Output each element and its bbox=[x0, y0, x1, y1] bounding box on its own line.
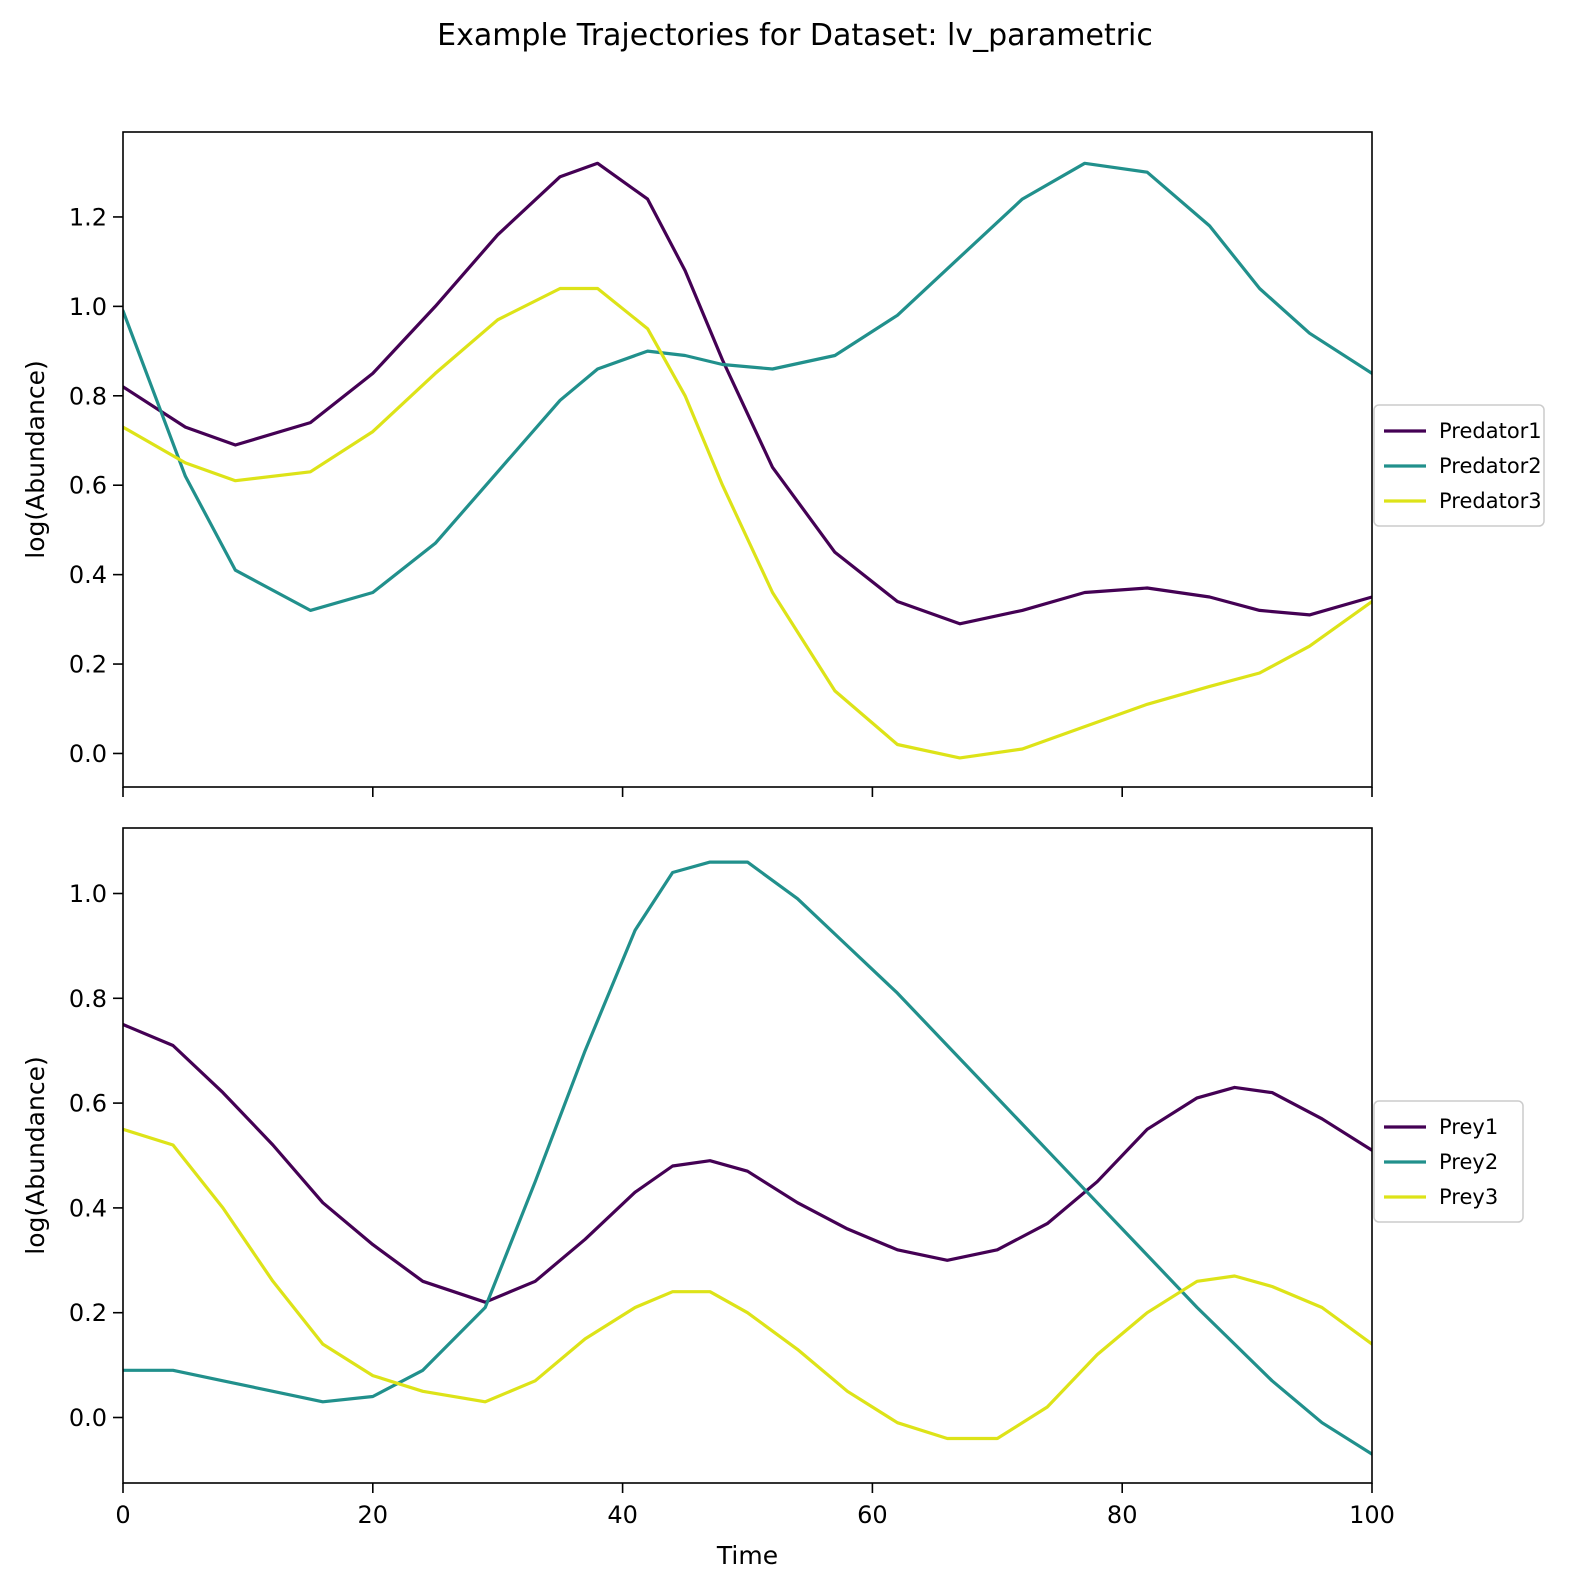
legend: Predator1 Predator2 Predator3 bbox=[1373, 404, 1545, 527]
y-tick-label: 0.8 bbox=[69, 985, 107, 1013]
x-tick-label: 100 bbox=[1349, 1501, 1395, 1529]
axes-frame bbox=[122, 827, 1373, 1484]
figure-title: Example Trajectories for Dataset: lv_par… bbox=[437, 18, 1153, 53]
x-tick-label: 20 bbox=[358, 1501, 389, 1529]
series-line-prey1 bbox=[123, 1022, 1372, 1304]
series-line-predator1 bbox=[123, 161, 1372, 626]
x-tick-label: 0 bbox=[115, 1501, 130, 1529]
y-tick-label: 0.8 bbox=[69, 382, 107, 410]
y-tick-label: 0.4 bbox=[69, 1194, 107, 1222]
legend-entry: Predator1 bbox=[1439, 419, 1542, 443]
legend: Prey1 Prey2 Prey3 bbox=[1373, 1100, 1524, 1223]
legend-entry: Prey3 bbox=[1439, 1185, 1498, 1209]
y-tick-label: 0.6 bbox=[69, 1090, 107, 1118]
subplot-1: 0.0 0.2 0.4 0.6 0.8 1.0 1.2 log(Abundance) Preda… bbox=[21, 131, 1545, 797]
legend-entry: Prey1 bbox=[1439, 1115, 1498, 1139]
y-tick-label: 1.0 bbox=[69, 293, 107, 321]
axes-frame bbox=[122, 131, 1373, 788]
y-tick-label: 0.0 bbox=[69, 740, 107, 768]
y-tick-label: 0.2 bbox=[69, 1299, 107, 1327]
legend-entry: Prey2 bbox=[1439, 1150, 1498, 1174]
y-tick-label: 0.0 bbox=[69, 1404, 107, 1432]
y-tick-label: 0.4 bbox=[69, 561, 107, 589]
series-line-prey3 bbox=[123, 1127, 1372, 1441]
legend-box bbox=[1373, 404, 1545, 527]
y-tick-label: 1.0 bbox=[69, 880, 107, 908]
legend-entry: Predator2 bbox=[1439, 454, 1542, 478]
y-axis-label: log(Abundance) bbox=[21, 1056, 50, 1254]
series-line-predator3 bbox=[123, 286, 1372, 760]
x-tick-label: 40 bbox=[607, 1501, 638, 1529]
series-line-predator2 bbox=[123, 161, 1372, 612]
series-line-prey2 bbox=[123, 860, 1372, 1456]
x-axis-label: Time bbox=[716, 1541, 778, 1570]
y-tick-label: 1.2 bbox=[69, 203, 107, 231]
y-axis-label: log(Abundance) bbox=[21, 360, 50, 558]
subplot-2: 0 20 40 60 80 100 0.0 0.2 0.4 0.6 0.8 1.0 log(Abunda… bbox=[21, 827, 1524, 1570]
legend-box bbox=[1373, 1100, 1524, 1223]
subplots: 0.0 0.2 0.4 0.6 0.8 1.0 1.2 log(Abundance) Preda… bbox=[21, 131, 1545, 1570]
y-tick-label: 0.6 bbox=[69, 472, 107, 500]
x-tick-label: 60 bbox=[857, 1501, 888, 1529]
legend-entry: Predator3 bbox=[1439, 489, 1542, 513]
y-tick-label: 0.2 bbox=[69, 651, 107, 679]
x-tick-label: 80 bbox=[1107, 1501, 1138, 1529]
